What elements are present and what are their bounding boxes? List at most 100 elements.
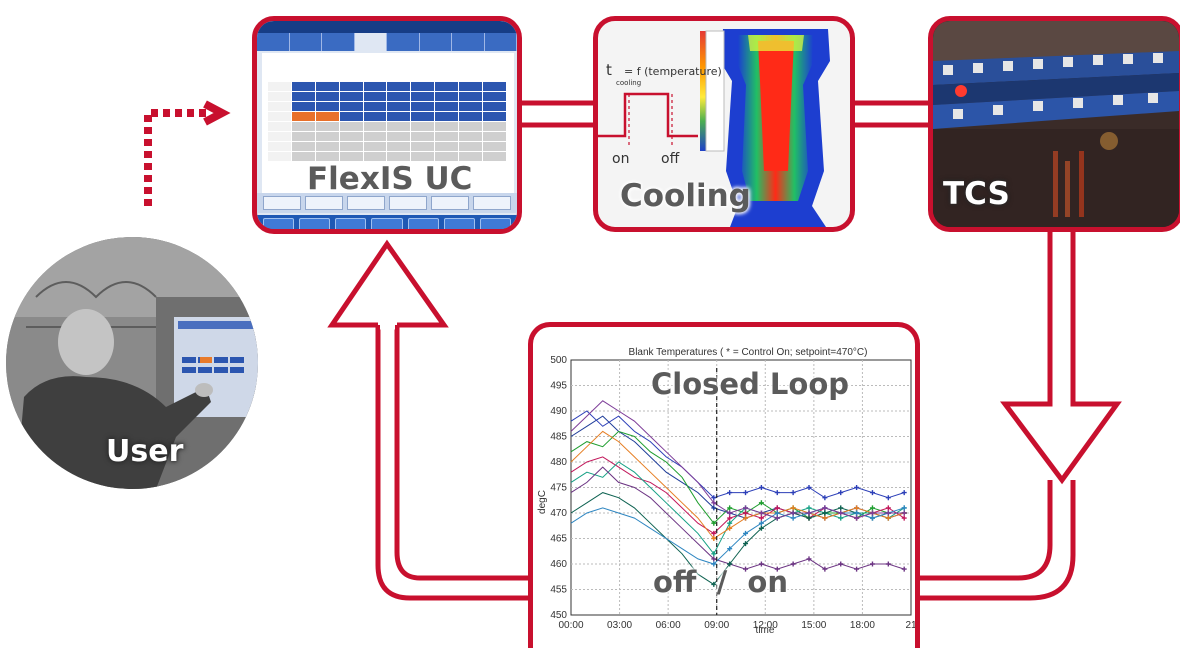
flexis-grid-cell xyxy=(290,141,316,152)
series-point xyxy=(822,510,828,516)
flexis-grid-cell xyxy=(458,81,484,92)
flexis-grid-cell xyxy=(458,141,484,152)
flexis-grid-row xyxy=(267,111,507,122)
flexis-grid-row xyxy=(267,101,507,112)
series-point xyxy=(806,515,812,521)
flexis-tab xyxy=(485,33,517,51)
flexis-grid-cell xyxy=(482,101,507,112)
cooling-t-subscript: cooling xyxy=(616,79,642,87)
series-point xyxy=(838,515,844,521)
series-point xyxy=(838,561,844,567)
series-point xyxy=(758,485,764,490)
y-tick-label: 500 xyxy=(550,355,567,366)
flexis-grid-cell xyxy=(386,141,412,152)
series-point xyxy=(885,515,891,521)
series-point xyxy=(790,505,796,511)
chart-xlabel: time xyxy=(756,625,775,636)
series-line xyxy=(570,400,905,519)
y-tick-label: 450 xyxy=(550,610,567,621)
flexis-grid-cell xyxy=(267,91,292,102)
flexis-label: FlexIS UC xyxy=(307,161,473,197)
series-point xyxy=(758,515,764,521)
series-point xyxy=(758,525,764,531)
series-point xyxy=(774,566,780,572)
flexis-grid-cell xyxy=(267,111,292,122)
cooling-graphic xyxy=(598,29,830,227)
chart-series xyxy=(570,400,907,587)
series-line xyxy=(570,410,905,499)
user-photo: User xyxy=(6,237,258,489)
chart-axes: 450 455 460 465 470 475 480 485 490 495 500 00:00 03… xyxy=(550,355,915,631)
series-point xyxy=(743,505,749,511)
series-point xyxy=(711,561,717,567)
series-line xyxy=(570,466,905,570)
flexis-tab xyxy=(257,33,290,51)
chart-ylabel: degC xyxy=(537,490,548,514)
series-point xyxy=(790,510,796,516)
flexis-grid-cell xyxy=(267,101,292,112)
series-point xyxy=(711,556,717,562)
flexis-nav-button xyxy=(371,218,403,229)
y-tick-label: 465 xyxy=(550,534,567,545)
chart-title: Blank Temperatures ( * = Control On; set… xyxy=(629,347,868,358)
flexis-grid-cell xyxy=(338,91,364,102)
flexis-grid-cell xyxy=(338,141,364,152)
x-tick-label: 03:00 xyxy=(607,620,632,631)
series-point xyxy=(711,551,717,557)
flexis-grid-cell xyxy=(314,141,340,152)
series-point xyxy=(711,536,717,541)
flexis-button xyxy=(263,196,301,210)
flexis-grid-cell xyxy=(458,111,484,122)
flexis-tab xyxy=(420,33,452,51)
closed-loop-label: Closed Loop xyxy=(651,367,850,401)
flexis-grid-cell xyxy=(434,121,460,132)
flexis-grid-row xyxy=(267,91,507,102)
legend-colorbar xyxy=(700,31,706,151)
flexis-tab xyxy=(354,33,387,51)
x-tick-label: 15:00 xyxy=(801,620,826,631)
series-point xyxy=(838,490,844,496)
series-point xyxy=(743,566,749,572)
flexis-grid-cell xyxy=(434,141,460,152)
cooling-t-symbol: t xyxy=(606,61,612,79)
series-point xyxy=(758,561,764,567)
blank-temperature-chart: 450 455 460 465 470 475 480 485 490 495 500 00:00 03… xyxy=(537,347,915,636)
series-point xyxy=(806,505,812,511)
flexis-grid-cell xyxy=(458,121,484,132)
flexis-uc-panel: FlexIS UC xyxy=(252,16,522,234)
operator-figure xyxy=(16,309,213,489)
y-tick-label: 480 xyxy=(550,457,567,468)
flexis-grid-cell xyxy=(386,91,412,102)
series-point xyxy=(869,515,875,521)
flexis-grid-cell xyxy=(267,81,292,92)
series-point xyxy=(854,515,860,521)
series-point xyxy=(790,515,796,521)
series-point xyxy=(711,495,717,501)
flexis-grid-cell xyxy=(386,111,412,122)
flexis-grid-cell xyxy=(458,131,484,142)
series-point xyxy=(901,566,907,572)
flexis-grid-cell xyxy=(434,111,460,122)
flexis-grid-cell xyxy=(458,101,484,112)
flexis-grid-cell xyxy=(338,151,364,162)
series-point xyxy=(822,515,828,521)
flexis-tab xyxy=(322,33,355,51)
y-tick-label: 495 xyxy=(550,381,567,392)
cooling-off-label: off xyxy=(661,151,680,167)
flexis-tab-bar xyxy=(257,33,517,51)
user-label: User xyxy=(106,434,184,469)
flexis-grid-cell xyxy=(314,101,340,112)
x-tick-label: 09:00 xyxy=(704,620,729,631)
cooling-on-label: on xyxy=(612,151,630,167)
flexis-grid-cell xyxy=(362,91,388,102)
connector-cooling-tcs xyxy=(853,100,931,128)
series-point xyxy=(727,510,733,516)
series-point xyxy=(806,510,812,516)
flexis-grid-cell xyxy=(290,121,316,132)
x-tick-label: 18:00 xyxy=(850,620,875,631)
y-tick-label: 490 xyxy=(550,406,567,417)
series-point xyxy=(774,505,780,511)
flexis-grid-cell xyxy=(434,151,460,162)
series-point xyxy=(838,510,844,516)
